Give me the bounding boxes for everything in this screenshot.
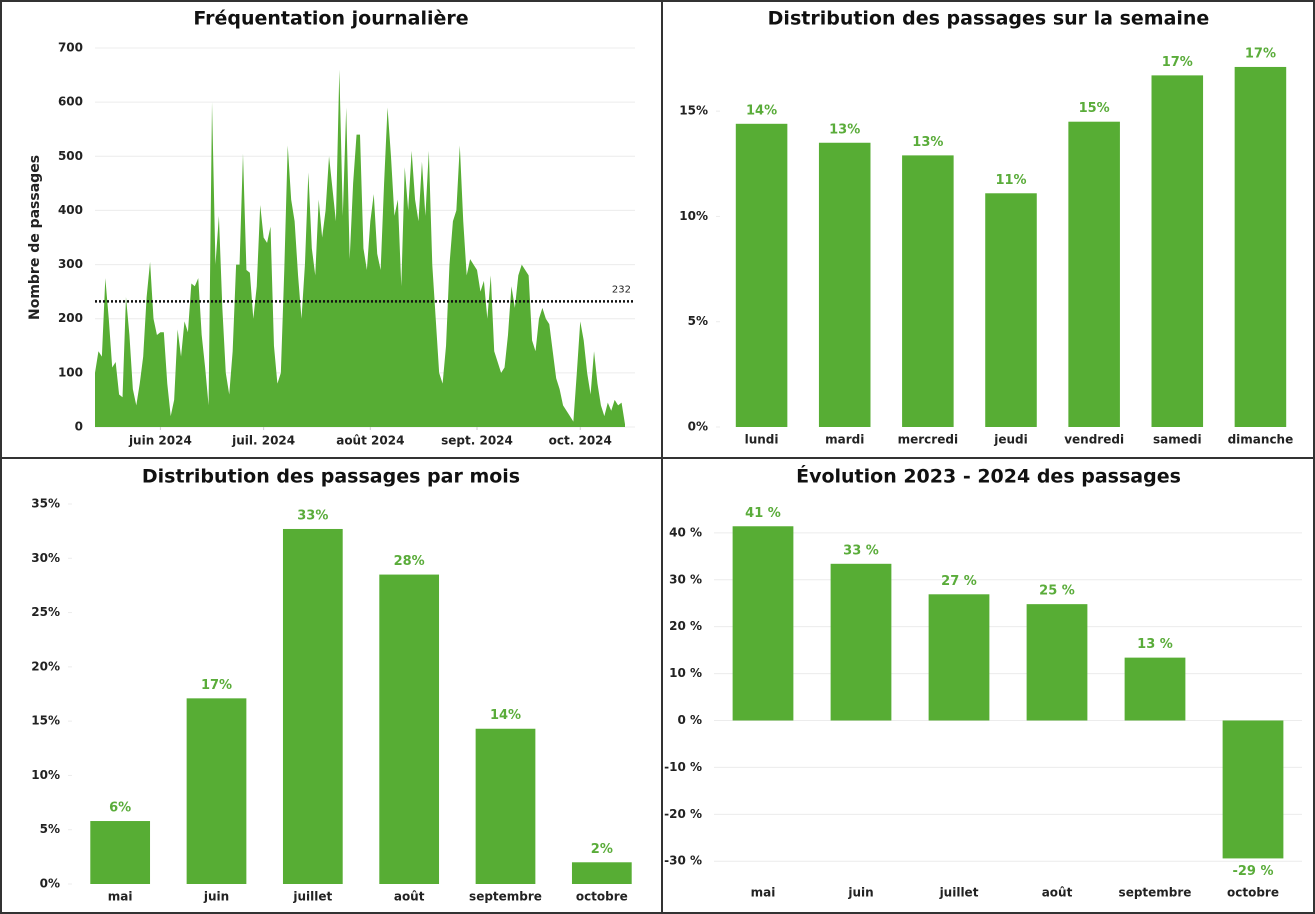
x-tick-label: samedi <box>1153 433 1202 447</box>
x-tick-label: sept. 2024 <box>441 434 513 448</box>
bar <box>186 698 247 884</box>
y-tick-label: 300 <box>58 257 83 271</box>
value-label: 6% <box>109 801 131 816</box>
x-tick-label: août <box>1042 886 1073 900</box>
y-tick-label: 0 <box>75 420 83 434</box>
value-label: 28% <box>394 554 425 569</box>
x-tick-label: octobre <box>1227 886 1279 900</box>
x-tick-label: septembre <box>1119 886 1192 900</box>
x-tick-label: septembre <box>469 890 542 904</box>
reference-label: 232 <box>612 284 631 295</box>
y-tick-label: 100 <box>58 365 83 379</box>
y-tick-label: 30% <box>31 551 60 565</box>
value-label: 25 % <box>1039 584 1075 599</box>
bar <box>379 574 440 884</box>
y-tick-label: 15% <box>31 714 60 728</box>
value-label: 17% <box>1162 55 1193 70</box>
bar <box>818 142 871 427</box>
value-label: 14% <box>490 708 521 723</box>
y-tick-label: 20% <box>31 659 60 673</box>
bar <box>1068 121 1120 427</box>
y-tick-label: 15% <box>679 104 708 118</box>
y-tick-label: 10% <box>31 768 60 782</box>
value-label: 15% <box>1079 101 1110 116</box>
value-label: 13% <box>912 135 943 150</box>
y-tick-label: 0% <box>688 420 708 434</box>
x-tick-label: août 2024 <box>336 434 404 448</box>
y-tick-label: 20 % <box>669 619 702 633</box>
bar <box>475 728 536 884</box>
value-label: 17% <box>1245 46 1276 61</box>
y-tick-label: 600 <box>58 95 83 109</box>
bar <box>90 821 151 884</box>
y-tick-label: 10 % <box>669 666 702 680</box>
bar <box>732 526 794 721</box>
bar <box>1151 75 1204 427</box>
y-axis-title: Nombre de passages <box>27 155 43 320</box>
x-tick-label: juillet <box>939 886 979 900</box>
x-tick-label: mardi <box>825 433 864 447</box>
y-tick-label: 40 % <box>669 525 702 539</box>
value-label: 17% <box>201 678 232 693</box>
x-tick-label: oct. 2024 <box>549 434 612 448</box>
bar <box>735 123 788 428</box>
x-tick-label: mai <box>751 886 776 900</box>
x-tick-label: juillet <box>292 890 332 904</box>
y-tick-label: -20 % <box>664 807 702 821</box>
bar <box>902 155 954 427</box>
y-tick-label: 5% <box>688 314 708 328</box>
y-tick-label: -10 % <box>664 760 702 774</box>
y-tick-label: 35% <box>31 497 60 511</box>
bar <box>1026 604 1088 721</box>
value-label: 13% <box>829 122 860 137</box>
x-tick-label: mai <box>108 890 133 904</box>
x-tick-label: jeudi <box>993 433 1028 447</box>
x-tick-label: juin <box>203 890 229 904</box>
y-tick-label: 0 % <box>677 713 702 727</box>
chart-title: Distribution des passages par mois <box>142 466 520 488</box>
x-tick-label: octobre <box>576 890 628 904</box>
y-tick-label: 5% <box>40 822 60 836</box>
bar <box>985 193 1037 427</box>
bar <box>830 563 892 721</box>
value-label: 11% <box>995 173 1026 188</box>
y-tick-label: 700 <box>58 41 83 55</box>
y-tick-label: 500 <box>58 149 83 163</box>
bar <box>571 862 632 884</box>
x-tick-label: juin <box>847 886 873 900</box>
y-tick-label: 10% <box>679 209 708 223</box>
value-label: 14% <box>746 103 777 118</box>
y-tick-label: 400 <box>58 203 83 217</box>
chart-title: Évolution 2023 - 2024 des passages <box>796 465 1181 488</box>
value-label: 41 % <box>745 506 781 521</box>
y-tick-label: 30 % <box>669 572 702 586</box>
x-tick-label: juil. 2024 <box>231 434 295 448</box>
x-tick-label: mercredi <box>898 433 958 447</box>
y-tick-label: -30 % <box>664 854 702 868</box>
x-tick-label: juin 2024 <box>128 434 192 448</box>
x-tick-label: dimanche <box>1228 433 1294 447</box>
area <box>95 69 625 428</box>
value-label: 27 % <box>941 574 977 589</box>
chart-title: Fréquentation journalière <box>193 8 468 30</box>
y-tick-label: 200 <box>58 311 83 325</box>
value-label: 33% <box>297 508 328 523</box>
x-tick-label: vendredi <box>1064 433 1124 447</box>
value-label: -29 % <box>1232 864 1273 879</box>
bar <box>1222 720 1284 859</box>
x-tick-label: lundi <box>745 433 779 447</box>
bar <box>1124 657 1186 721</box>
bar <box>928 594 990 721</box>
y-tick-label: 25% <box>31 605 60 619</box>
value-label: 2% <box>591 842 613 857</box>
chart-title: Distribution des passages sur la semaine <box>768 8 1210 30</box>
bar <box>282 528 343 884</box>
bar <box>1234 66 1287 427</box>
value-label: 13 % <box>1137 637 1173 652</box>
value-label: 33 % <box>843 543 879 558</box>
x-tick-label: août <box>394 890 425 904</box>
y-tick-label: 0% <box>40 877 60 891</box>
